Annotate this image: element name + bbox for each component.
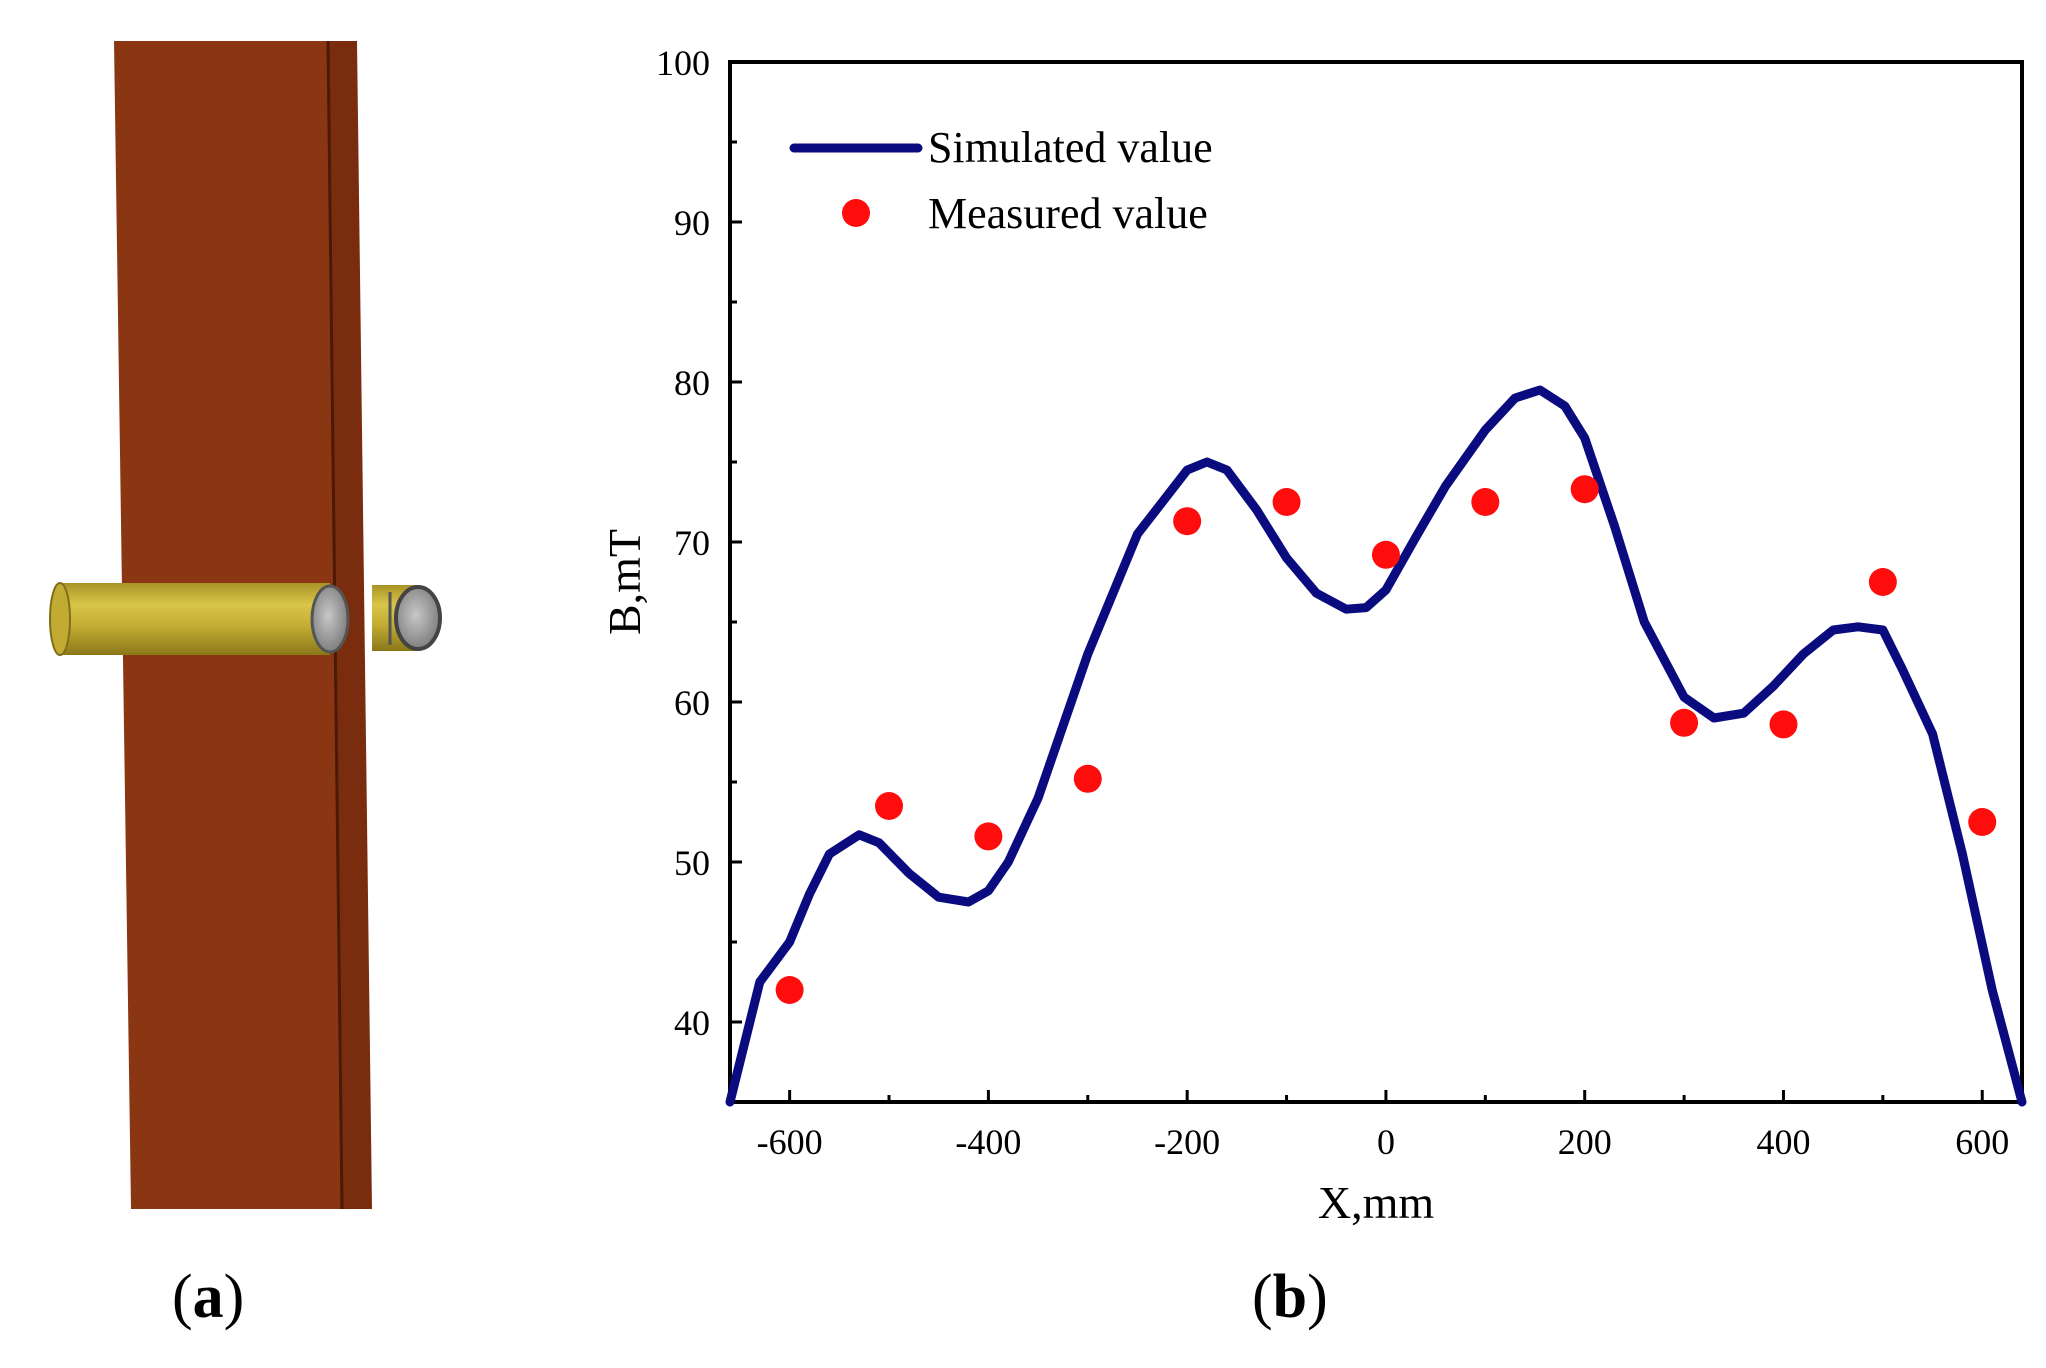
y-tick-label: 40 xyxy=(674,1003,710,1043)
measured-point xyxy=(1471,488,1500,516)
chart-svg: -600 -400 -200 0 200 400 600 40 50 60 70 80 90 100 S… xyxy=(599,43,2027,1228)
legend-label-measured: Measured value xyxy=(928,189,1208,238)
measured-point xyxy=(1769,710,1798,739)
x-tick-label: -400 xyxy=(955,1122,1021,1162)
legend: Simulated value Measured value xyxy=(789,123,1213,238)
measured-point xyxy=(875,792,904,820)
simulated-value-line xyxy=(725,385,2027,1107)
bar-cylinder-illustration xyxy=(49,40,442,1210)
legend-marker-swatch xyxy=(842,199,870,227)
panel-label-a: (a) xyxy=(172,1263,245,1331)
x-tick-label: -600 xyxy=(757,1122,823,1162)
y-tick-label: 60 xyxy=(674,683,710,723)
cylinder-left-segment xyxy=(60,583,125,655)
measured-point xyxy=(1073,764,1102,793)
plot-frame xyxy=(728,60,2024,1104)
x-tick-label: -200 xyxy=(1154,1122,1220,1162)
y-axis-ticks: 40 50 60 70 80 90 100 xyxy=(656,43,742,1043)
panel-b-chart: -600 -400 -200 0 200 400 600 40 50 60 70 80 90 100 S… xyxy=(560,0,2046,1363)
measured-point xyxy=(1371,540,1400,569)
panel-a-illustration: (a) xyxy=(0,0,560,1363)
cylinder-left-end xyxy=(49,582,71,656)
x-axis-ticks: -600 -400 -200 0 200 400 600 xyxy=(757,1090,2009,1162)
measured-point xyxy=(1570,475,1599,504)
panel-label-b: (b) xyxy=(1252,1263,1328,1331)
x-tick-label: 0 xyxy=(1377,1122,1395,1162)
measured-point xyxy=(1173,507,1202,536)
y-tick-label: 100 xyxy=(656,43,710,83)
measured-point xyxy=(1670,708,1699,737)
y-tick-label: 50 xyxy=(674,843,710,883)
y-tick-label: 90 xyxy=(674,203,710,243)
y-axis-label: B,mT xyxy=(599,529,650,635)
measured-point xyxy=(1968,808,1997,836)
measured-point xyxy=(1868,568,1897,596)
x-tick-label: 600 xyxy=(1955,1122,2009,1162)
x-tick-label: 200 xyxy=(1558,1122,1612,1162)
measured-point xyxy=(1272,488,1301,516)
x-axis-label: X,mm xyxy=(1318,1177,1435,1228)
measured-point xyxy=(974,822,1003,851)
cylinder-front-segment xyxy=(118,583,330,655)
y-tick-label: 70 xyxy=(674,523,710,563)
legend-label-simulated: Simulated value xyxy=(928,123,1213,172)
cylinder-end-cap xyxy=(310,584,350,654)
measured-point xyxy=(775,976,804,1004)
y-tick-label: 80 xyxy=(674,363,710,403)
x-tick-label: 400 xyxy=(1756,1122,1810,1162)
cylinder-right-cap xyxy=(394,585,442,651)
measured-value-markers xyxy=(775,475,1997,1004)
